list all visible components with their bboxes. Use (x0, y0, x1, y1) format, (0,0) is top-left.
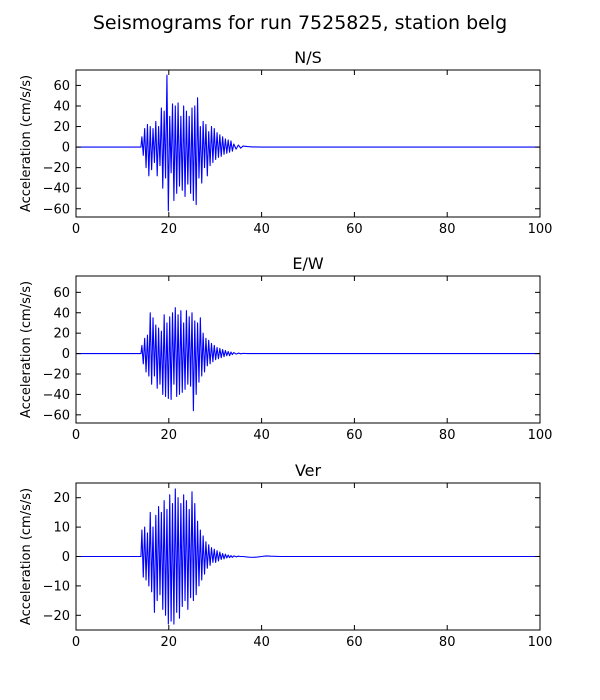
subplot-title: N/S (294, 48, 322, 67)
y-axis-label: Acceleration (cm/s/s) (19, 281, 34, 418)
y-axis-label: Acceleration (cm/s/s) (19, 488, 34, 625)
y-tick-label: 10 (53, 521, 70, 536)
y-axis-label: Acceleration (cm/s/s) (19, 75, 34, 212)
x-tick-label: 40 (253, 635, 270, 650)
seismogram-trace (76, 488, 540, 625)
x-tick-label: 20 (161, 635, 178, 650)
subplot-title: E/W (292, 254, 324, 273)
seismogram-trace (76, 74, 540, 212)
y-tick-label: −20 (43, 368, 70, 383)
x-tick-label: 0 (72, 428, 80, 443)
x-tick-label: 20 (161, 222, 178, 237)
y-tick-label: −60 (43, 202, 70, 217)
x-tick-label: 20 (161, 428, 178, 443)
y-tick-label: −60 (43, 408, 70, 423)
y-tick-label: 0 (62, 141, 70, 156)
y-tick-label: −40 (43, 182, 70, 197)
y-tick-label: 0 (62, 347, 70, 362)
x-tick-label: 100 (528, 428, 553, 443)
x-tick-label: 60 (346, 428, 363, 443)
y-tick-label: 20 (53, 491, 70, 506)
y-tick-label: −10 (43, 579, 70, 594)
y-tick-label: 20 (53, 120, 70, 135)
y-tick-label: 40 (53, 306, 70, 321)
x-tick-label: 0 (72, 635, 80, 650)
x-tick-label: 60 (346, 635, 363, 650)
x-tick-label: 80 (439, 222, 456, 237)
y-tick-label: −20 (43, 161, 70, 176)
x-tick-label: 80 (439, 428, 456, 443)
subplot-0: N/S Acceleration (cm/s/s) 0 20 40 60 80 100 −60 −… (19, 48, 552, 237)
x-tick-label: 40 (253, 428, 270, 443)
x-tick-label: 100 (528, 222, 553, 237)
plot-frame (75, 69, 541, 218)
y-tick-label: −20 (43, 609, 70, 624)
y-tick-label: 0 (62, 550, 70, 565)
x-tick-label: 80 (439, 635, 456, 650)
plot-frame (75, 275, 541, 424)
y-tick-label: 60 (53, 79, 70, 94)
x-tick-label: 40 (253, 222, 270, 237)
seismogram-trace (76, 307, 540, 412)
subplot-1: E/W Acceleration (cm/s/s) 0 20 40 60 80 100 −60 −… (19, 254, 552, 443)
subplot-title: Ver (295, 461, 322, 480)
figure-title: Seismograms for run 7525825, station bel… (93, 12, 507, 34)
y-tick-label: 60 (53, 286, 70, 301)
x-tick-label: 0 (72, 222, 80, 237)
y-tick-label: −40 (43, 388, 70, 403)
y-tick-label: 40 (53, 99, 70, 114)
x-tick-label: 100 (528, 635, 553, 650)
y-tick-label: 20 (53, 327, 70, 342)
x-tick-label: 60 (346, 222, 363, 237)
